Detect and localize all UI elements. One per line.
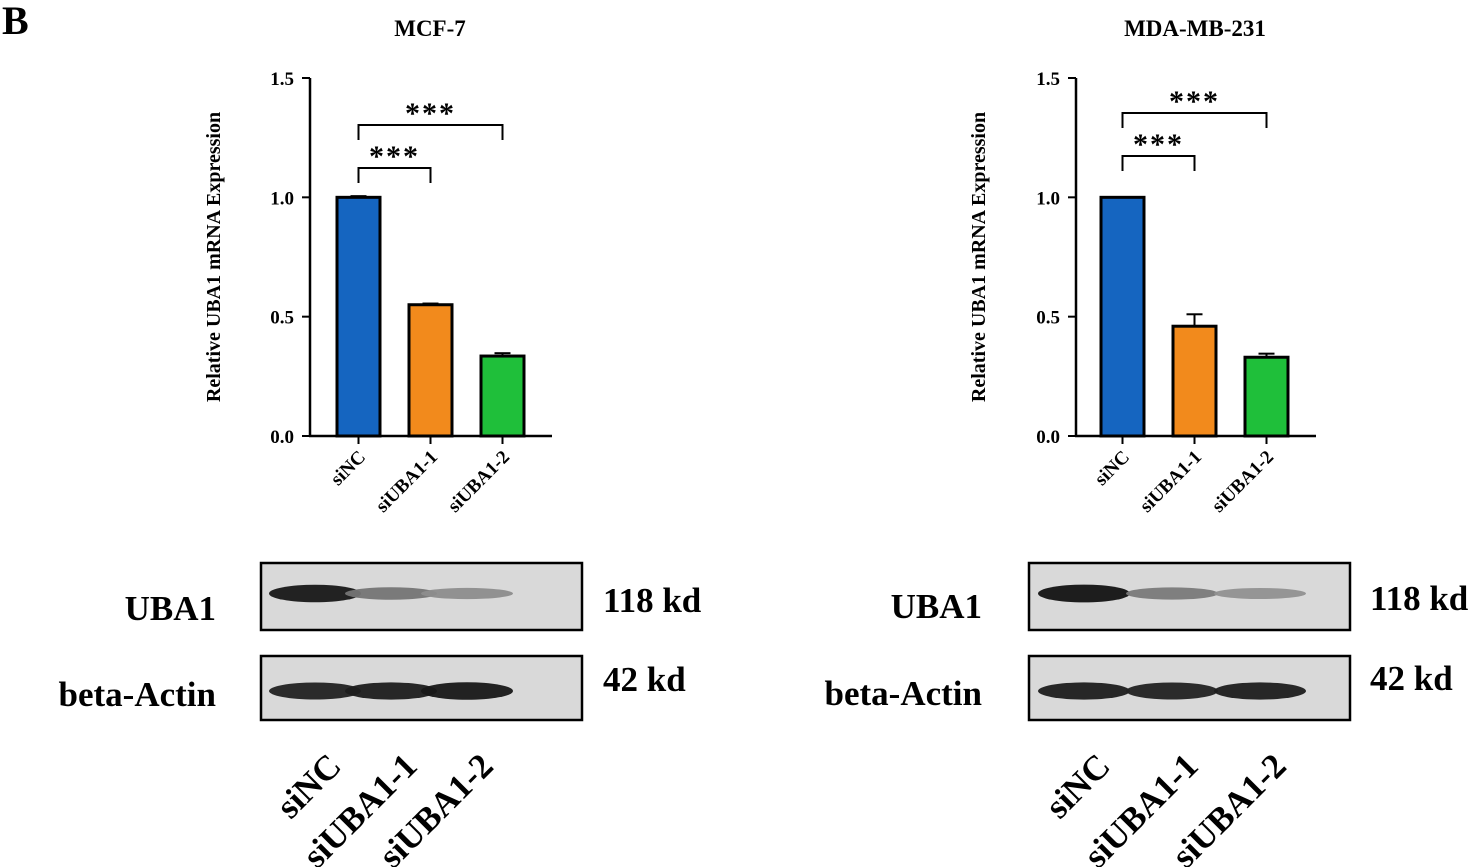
protein-band <box>421 587 513 600</box>
y-tick-label: 0.0 <box>1036 427 1060 448</box>
protein-band <box>1038 682 1130 700</box>
significance-label: *** <box>405 97 456 130</box>
protein-label: UBA1 <box>125 589 216 628</box>
protein-band <box>1126 682 1218 700</box>
bar-siUBA1-2 <box>1243 355 1290 438</box>
x-tick-label: siUBA1-1 <box>1136 447 1206 517</box>
x-tick-label: siNC <box>327 447 370 490</box>
protein-label: UBA1 <box>891 587 982 626</box>
y-tick-label: 1.5 <box>1036 69 1060 90</box>
molecular-weight-label: 118 kd <box>603 581 702 620</box>
y-tick-label: 1.5 <box>270 69 294 90</box>
protein-band <box>269 584 361 603</box>
y-tick-label: 0.5 <box>1036 308 1060 329</box>
molecular-weight-label: 42 kd <box>1370 659 1453 698</box>
y-tick-label: 1.0 <box>270 188 294 209</box>
protein-band <box>345 682 437 700</box>
chart-1: MCF-7 Relative UBA1 mRNA Expression 0.0 0.5… <box>203 16 552 517</box>
y-tick-label: 0.0 <box>270 427 294 448</box>
significance-label: *** <box>1169 85 1220 118</box>
protein-band <box>1038 584 1130 603</box>
bar-siUBA1-2 <box>479 354 526 438</box>
significance-bracket <box>357 167 432 183</box>
significance-bracket <box>357 124 504 140</box>
lane-label: siNC <box>1038 746 1118 826</box>
significance-label: *** <box>1133 128 1184 161</box>
x-tick-label: siUBA1-2 <box>444 447 514 517</box>
charts: MCF-7 Relative UBA1 mRNA Expression 0.0 0.5… <box>203 16 1316 517</box>
molecular-weight-label: 118 kd <box>1370 579 1469 618</box>
x-tick-label: siUBA1-2 <box>1208 447 1278 517</box>
significance-label: *** <box>369 140 420 173</box>
panel-label: B <box>2 0 29 43</box>
x-tick-label: siNC <box>1091 447 1134 490</box>
protein-band <box>345 587 437 600</box>
protein-band <box>421 682 513 700</box>
protein-band <box>1214 682 1306 700</box>
x-tick-label: siUBA1-1 <box>372 447 442 517</box>
chart-2: MDA-MB-231 Relative UBA1 mRNA Expression 0… <box>968 16 1316 517</box>
significance-bracket <box>1121 112 1268 128</box>
bar-siUBA1-1 <box>407 303 454 438</box>
y-axis-label: Relative UBA1 mRNA Expression <box>203 112 225 402</box>
protein-band <box>269 682 361 700</box>
chart-title: MCF-7 <box>394 16 466 41</box>
protein-band <box>1126 587 1218 600</box>
protein-band <box>1214 588 1306 599</box>
protein-label: beta-Actin <box>825 674 982 713</box>
chart-title: MDA-MB-231 <box>1124 16 1266 41</box>
y-tick-label: 0.5 <box>270 308 294 329</box>
bar-siNC <box>1099 195 1146 438</box>
y-tick-label: 1.0 <box>1036 188 1060 209</box>
molecular-weight-label: 42 kd <box>603 660 686 699</box>
bar-siNC <box>335 195 382 438</box>
y-axis-label: Relative UBA1 mRNA Expression <box>968 112 990 402</box>
protein-label: beta-Actin <box>59 675 216 714</box>
bar-siUBA1-1 <box>1171 324 1218 438</box>
significance-bracket <box>1121 155 1196 171</box>
